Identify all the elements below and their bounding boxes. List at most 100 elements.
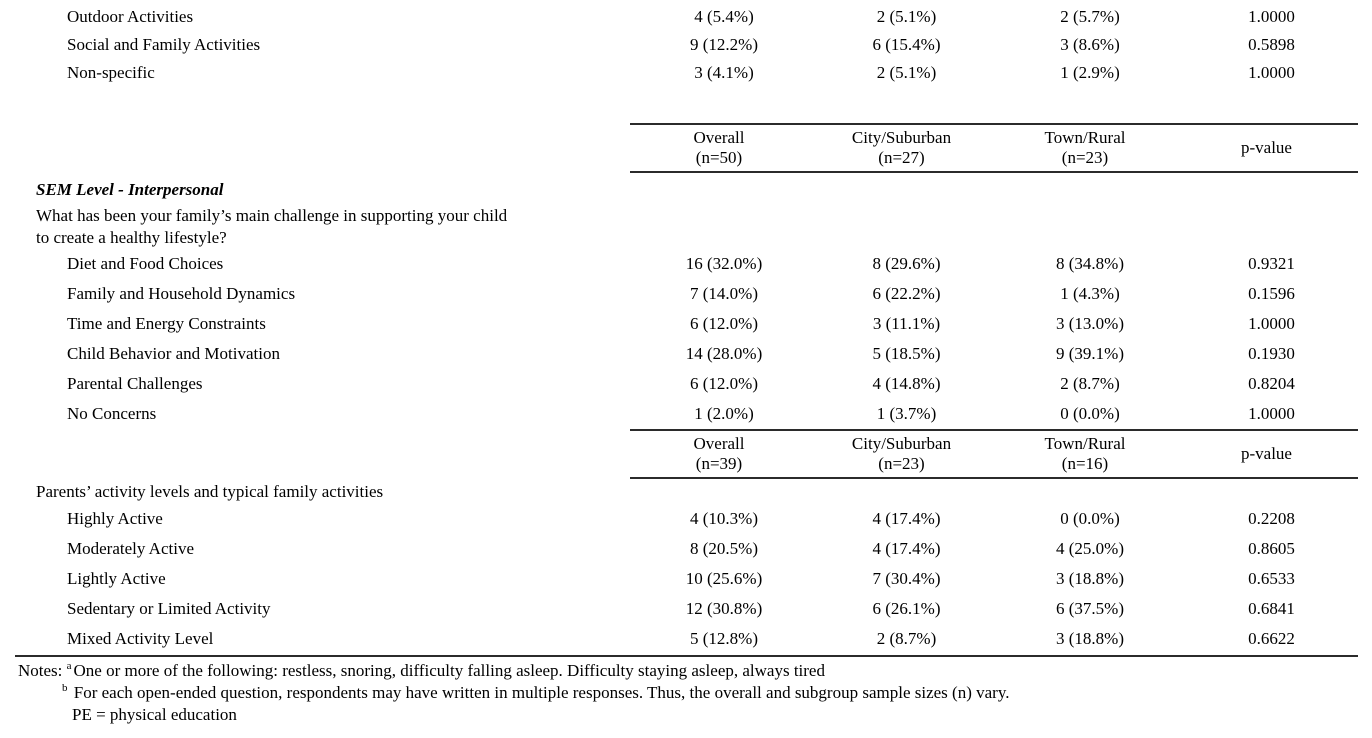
table-row: Outdoor Activities 4 (5.4%) 2 (5.1%) 2 (… [0, 3, 1372, 31]
note-pe: PE = physical education [0, 704, 1372, 726]
p-value: 0.8605 [1248, 539, 1295, 558]
city-suburban-n: (n=27) [878, 148, 925, 167]
overall-value: 1 (2.0%) [694, 404, 754, 423]
activity-rows: Highly Active 4 (10.3%) 4 (17.4%) 0 (0.0… [0, 504, 1372, 654]
city-suburban-column-header: City/Suburban (n=27) [808, 128, 995, 168]
row-label: Parental Challenges [67, 374, 203, 393]
overall-n: (n=39) [695, 454, 743, 473]
town-rural-n: (n=23) [1061, 148, 1109, 167]
town-rural-value: 3 (13.0%) [1056, 314, 1124, 333]
overall-value: 4 (5.4%) [694, 7, 754, 26]
city-suburban-value: 6 (15.4%) [872, 35, 941, 54]
overall-n: (n=50) [695, 148, 743, 167]
city-suburban-value: 2 (5.1%) [876, 7, 937, 26]
table-row: Time and Energy Constraints 6 (12.0%) 3 … [0, 309, 1372, 339]
town-rural-value: 3 (8.6%) [1060, 35, 1120, 54]
table-row: Child Behavior and Motivation 14 (28.0%)… [0, 339, 1372, 369]
overall-value: 3 (4.1%) [694, 63, 754, 82]
row-label: Outdoor Activities [67, 7, 194, 26]
top-section: Outdoor Activities 4 (5.4%) 2 (5.1%) 2 (… [0, 0, 1372, 87]
table-row: No Concerns 1 (2.0%) 1 (3.7%) 0 (0.0%) 1… [0, 399, 1372, 429]
p-value: 0.5898 [1248, 35, 1295, 54]
note-b-marker: b [62, 682, 68, 695]
town-rural-value: 2 (8.7%) [1060, 374, 1120, 393]
city-suburban-column-header: City/Suburban (n=23) [808, 434, 995, 474]
note-a-marker: a [66, 660, 72, 673]
row-label: Moderately Active [67, 539, 194, 558]
p-value: 0.8204 [1248, 374, 1295, 393]
row-label: Family and Household Dynamics [67, 284, 296, 303]
table-bottom-rule [15, 655, 1358, 657]
overall-value: 6 (12.0%) [690, 314, 758, 333]
overall-value: 12 (30.8%) [685, 599, 763, 618]
city-suburban-value: 2 (8.7%) [876, 629, 937, 648]
city-suburban-value: 8 (29.6%) [872, 254, 941, 273]
question-line-1: What has been your family’s main challen… [36, 206, 508, 225]
overall-column-header: Overall (n=50) [630, 128, 808, 168]
row-label: Diet and Food Choices [67, 254, 224, 273]
town-rural-value: 3 (18.8%) [1056, 629, 1124, 648]
town-rural-value: 1 (4.3%) [1060, 284, 1120, 303]
city-suburban-value: 7 (30.4%) [872, 569, 941, 588]
row-label: Highly Active [67, 509, 163, 528]
p-value: 1.0000 [1248, 63, 1295, 82]
question-text: What has been your family’s main challen… [0, 205, 1372, 249]
city-suburban-value: 4 (17.4%) [872, 539, 941, 558]
note-b: b For each open-ended question, responde… [0, 682, 1372, 704]
notes-prefix: Notes: [18, 661, 63, 680]
table-row: Moderately Active 8 (20.5%) 4 (17.4%) 4 … [0, 534, 1372, 564]
table-row: Lightly Active 10 (25.6%) 7 (30.4%) 3 (1… [0, 564, 1372, 594]
table-row: Diet and Food Choices 16 (32.0%) 8 (29.6… [0, 249, 1372, 279]
overall-value: 16 (32.0%) [685, 254, 763, 273]
overall-value: 14 (28.0%) [685, 344, 763, 363]
p-value: 1.0000 [1248, 314, 1295, 333]
town-rural-column-header: Town/Rural (n=23) [995, 128, 1175, 168]
town-rural-value: 0 (0.0%) [1060, 404, 1120, 423]
table-row: Social and Family Activities 9 (12.2%) 6… [0, 31, 1372, 59]
city-suburban-value: 6 (26.1%) [872, 599, 941, 618]
row-label: Sedentary or Limited Activity [67, 599, 271, 618]
city-suburban-value: 3 (11.1%) [872, 314, 941, 333]
column-header-n50: Overall (n=50) City/Suburban (n=27) Town… [630, 123, 1358, 173]
overall-value: 5 (12.8%) [690, 629, 758, 648]
city-suburban-value: 4 (14.8%) [872, 374, 941, 393]
p-value: 0.1596 [1248, 284, 1295, 303]
note-a-text: One or more of the following: restless, … [73, 661, 825, 680]
table-row: Non-specific 3 (4.1%) 2 (5.1%) 1 (2.9%) … [0, 59, 1372, 87]
interpersonal-rows: Diet and Food Choices 16 (32.0%) 8 (29.6… [0, 249, 1372, 429]
note-pe-text: PE = physical education [72, 705, 237, 724]
town-rural-value: 1 (2.9%) [1060, 63, 1120, 82]
town-rural-value: 4 (25.0%) [1056, 539, 1124, 558]
row-label: Time and Energy Constraints [67, 314, 266, 333]
town-rural-value: 0 (0.0%) [1060, 509, 1120, 528]
town-rural-value: 8 (34.8%) [1056, 254, 1124, 273]
city-suburban-value: 6 (22.2%) [872, 284, 941, 303]
p-value: 1.0000 [1248, 7, 1295, 26]
table-row: Family and Household Dynamics 7 (14.0%) … [0, 279, 1372, 309]
p-value: 0.6841 [1248, 599, 1295, 618]
city-suburban-value: 5 (18.5%) [872, 344, 941, 363]
town-rural-value: 2 (5.7%) [1060, 7, 1120, 26]
city-suburban-value: 2 (5.1%) [876, 63, 937, 82]
p-value: 1.0000 [1248, 404, 1295, 423]
note-a: Notes: a One or more of the following: re… [0, 660, 1372, 682]
p-value-column-header: p-value [1241, 444, 1292, 463]
overall-value: 10 (25.6%) [685, 569, 763, 588]
town-rural-value: 9 (39.1%) [1056, 344, 1124, 363]
city-suburban-label: City/Suburban [851, 128, 952, 147]
town-rural-value: 6 (37.5%) [1056, 599, 1124, 618]
column-header-n39: Overall (n=39) City/Suburban (n=23) Town… [630, 429, 1358, 479]
note-b-text: For each open-ended question, respondent… [73, 683, 1010, 702]
city-suburban-n: (n=23) [878, 454, 925, 473]
question-line: Parents’ activity levels and typical fam… [36, 482, 384, 501]
question-text: Parents’ activity levels and typical fam… [0, 480, 1372, 504]
overall-value: 9 (12.2%) [690, 35, 758, 54]
table-row: Sedentary or Limited Activity 12 (30.8%)… [0, 594, 1372, 624]
overall-value: 8 (20.5%) [690, 539, 758, 558]
row-label: Lightly Active [67, 569, 166, 588]
overall-value: 4 (10.3%) [690, 509, 758, 528]
p-value: 0.6622 [1248, 629, 1295, 648]
table-notes: Notes: a One or more of the following: re… [0, 657, 1372, 726]
town-rural-label: Town/Rural [1044, 128, 1126, 147]
row-label: Social and Family Activities [67, 35, 261, 54]
